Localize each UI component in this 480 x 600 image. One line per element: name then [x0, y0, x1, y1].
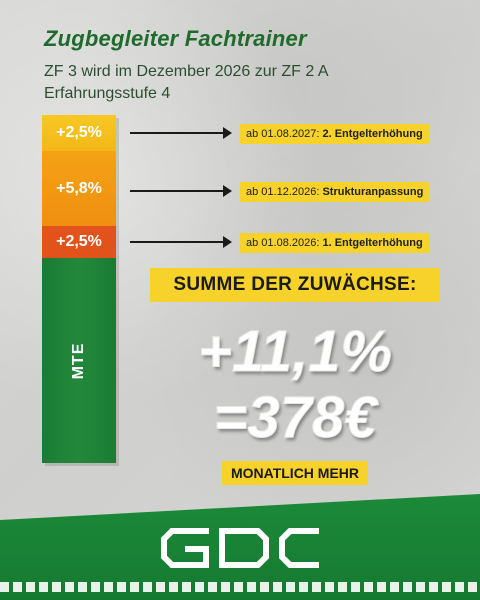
arrow-icon [130, 236, 232, 248]
arrow-icon [130, 127, 232, 139]
bar-segment-base: MTE [42, 258, 116, 463]
bar-segment-second-raise: +2,5% [42, 115, 116, 151]
summary-note: MONATLICH MEHR [221, 461, 369, 485]
step-title: 2. Entgelterhöhung [322, 128, 423, 140]
page-title: Zugbegleiter Fachtrainer [44, 26, 307, 51]
bar-segment-first-raise: +2,5% [42, 226, 116, 258]
summary-percent: +11,1% [197, 319, 393, 385]
step-title: Strukturanpassung [322, 186, 424, 198]
gdl-logo-icon [161, 528, 319, 568]
bar-segment-structural: +5,8% [42, 151, 116, 226]
step-label: ab 01.12.2026: Strukturanpassung [240, 182, 430, 202]
bar-segment-label: +2,5% [56, 124, 102, 141]
bar-base-label: MTE [70, 342, 87, 379]
step-title: 1. Entgelterhöhung [322, 237, 423, 249]
step-date: ab 01.08.2027: [246, 128, 320, 140]
summary-heading: SUMME DER ZUWÄCHSE: [150, 268, 440, 302]
bar-segment-label: +2,5% [56, 233, 102, 250]
step-label: ab 01.08.2027: 2. Entgelterhöhung [240, 124, 429, 144]
subtitle-line-1: ZF 3 wird im Dezember 2026 zur ZF 2 A [44, 63, 329, 80]
summary-note-wrap: MONATLICH MEHR [150, 461, 440, 485]
step-label: ab 01.08.2026: 1. Entgelterhöhung [240, 233, 429, 253]
step-date: ab 01.12.2026: [246, 186, 320, 198]
subtitle-line-2: Erfahrungsstufe 4 [44, 85, 171, 102]
arrow-icon [130, 185, 232, 197]
rail-track-decoration [0, 582, 480, 592]
stacked-increase-bar: +2,5% +5,8% +2,5% MTE [42, 115, 116, 463]
bar-segment-label: +5,8% [56, 179, 102, 197]
step-date: ab 01.08.2026: [246, 237, 320, 249]
summary-amount: =378€ [213, 385, 377, 451]
